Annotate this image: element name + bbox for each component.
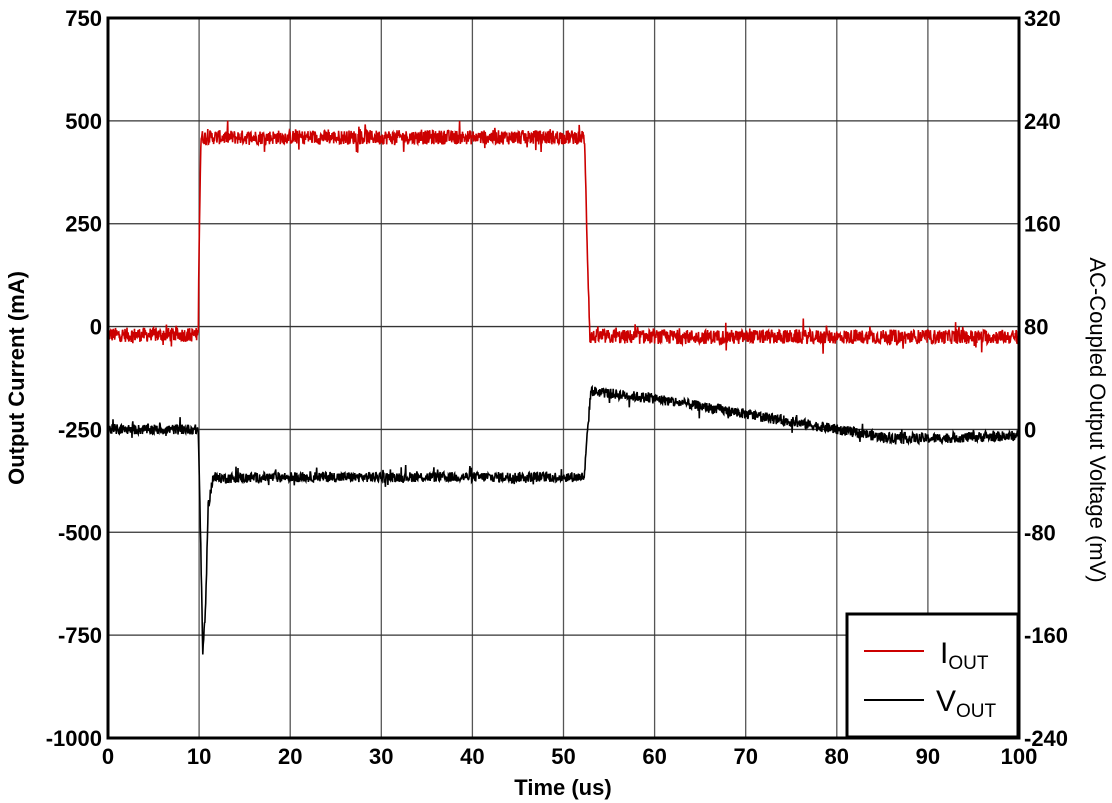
x-tick-label: 0 xyxy=(102,744,114,769)
y2-axis-label: AC-Coupled Output Voltage (mV) xyxy=(1085,257,1110,582)
y-axis-label: Output Current (mA) xyxy=(4,271,29,485)
x-tick-label: 90 xyxy=(916,744,940,769)
y-tick-label: 0 xyxy=(90,315,102,340)
x-tick-label: 60 xyxy=(642,744,666,769)
y-axis-left-ticks: 750 500 250 0 -250 -500 -750 -1000 xyxy=(46,6,102,751)
plot-frame xyxy=(106,16,1021,740)
y2-tick-label: 80 xyxy=(1024,315,1048,340)
series-iout xyxy=(107,120,1020,354)
y2-tick-label: -160 xyxy=(1024,623,1068,648)
x-axis-ticks: 0 10 20 30 40 50 60 70 80 90 100 xyxy=(102,744,1037,769)
legend-box xyxy=(845,612,1020,739)
y-tick-label: -1000 xyxy=(46,726,102,751)
y2-tick-label: 0 xyxy=(1024,417,1036,442)
series-vout xyxy=(107,384,1020,655)
x-tick-label: 50 xyxy=(551,744,575,769)
y2-tick-label: -80 xyxy=(1024,520,1056,545)
x-tick-label: 80 xyxy=(825,744,849,769)
y2-tick-label: 320 xyxy=(1024,6,1061,31)
y-axis-right-ticks: 320 240 160 80 0 -80 -160 -240 xyxy=(1024,6,1068,751)
x-tick-label: 30 xyxy=(369,744,393,769)
y2-tick-label: 240 xyxy=(1024,109,1061,134)
legend-label-vout: VOUT xyxy=(936,685,997,722)
x-tick-label: 70 xyxy=(733,744,757,769)
y-tick-label: 750 xyxy=(65,6,102,31)
y-tick-label: 500 xyxy=(65,109,102,134)
x-tick-label: 20 xyxy=(278,744,302,769)
legend: IOUT VOUT xyxy=(845,612,1020,739)
y-tick-label: -250 xyxy=(58,417,102,442)
x-tick-label: 100 xyxy=(1001,744,1038,769)
x-tick-label: 40 xyxy=(460,744,484,769)
x-axis-label: Time (us) xyxy=(514,775,611,800)
x-tick-label: 10 xyxy=(187,744,211,769)
y-tick-label: -500 xyxy=(58,520,102,545)
y2-tick-label: -240 xyxy=(1024,726,1068,751)
y2-tick-label: 160 xyxy=(1024,212,1061,237)
grid xyxy=(108,18,1019,738)
y-tick-label: 250 xyxy=(65,212,102,237)
legend-label-iout: IOUT xyxy=(940,637,989,674)
series-layer xyxy=(107,120,1020,655)
y-tick-label: -750 xyxy=(58,623,102,648)
